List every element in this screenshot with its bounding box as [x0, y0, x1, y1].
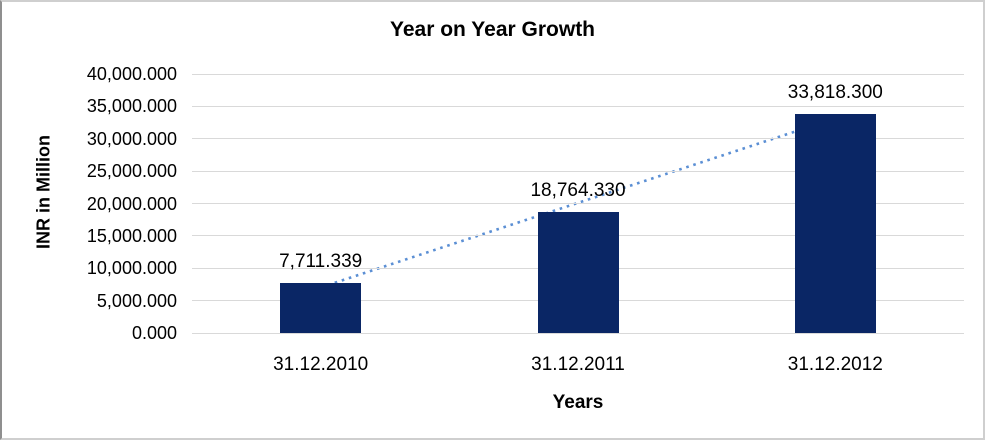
y-tick-label: 15,000.000 [86, 225, 177, 246]
y-tick-label: 20,000.000 [86, 193, 177, 214]
x-axis-title: Years [552, 392, 604, 413]
bar [794, 114, 876, 333]
bar [280, 283, 362, 333]
data-label: 18,764.330 [530, 179, 626, 201]
data-label: 33,818.300 [787, 82, 883, 104]
y-tick-label: 25,000.000 [86, 161, 177, 182]
y-tick-label: 40,000.000 [86, 64, 177, 84]
bar [537, 211, 619, 333]
y-tick-label: 35,000.000 [86, 96, 177, 117]
y-tick-label: 0.000 [131, 323, 177, 343]
y-tick-label: 30,000.000 [86, 128, 177, 149]
chart-title: Year on Year Growth [389, 18, 596, 41]
y-tick-label: 10,000.000 [86, 258, 177, 279]
x-tick-label: 31.12.2011 [531, 354, 625, 375]
x-tick-label: 31.12.2010 [273, 354, 369, 375]
x-tick-label: 31.12.2012 [787, 354, 883, 375]
gridline [192, 170, 964, 172]
gridline [192, 105, 964, 107]
data-label: 7,711.339 [279, 251, 363, 273]
gridline [192, 332, 964, 334]
y-tick-label: 5,000.000 [96, 290, 177, 311]
gridline [192, 203, 964, 204]
gridline [192, 138, 964, 140]
gridline [192, 73, 964, 75]
